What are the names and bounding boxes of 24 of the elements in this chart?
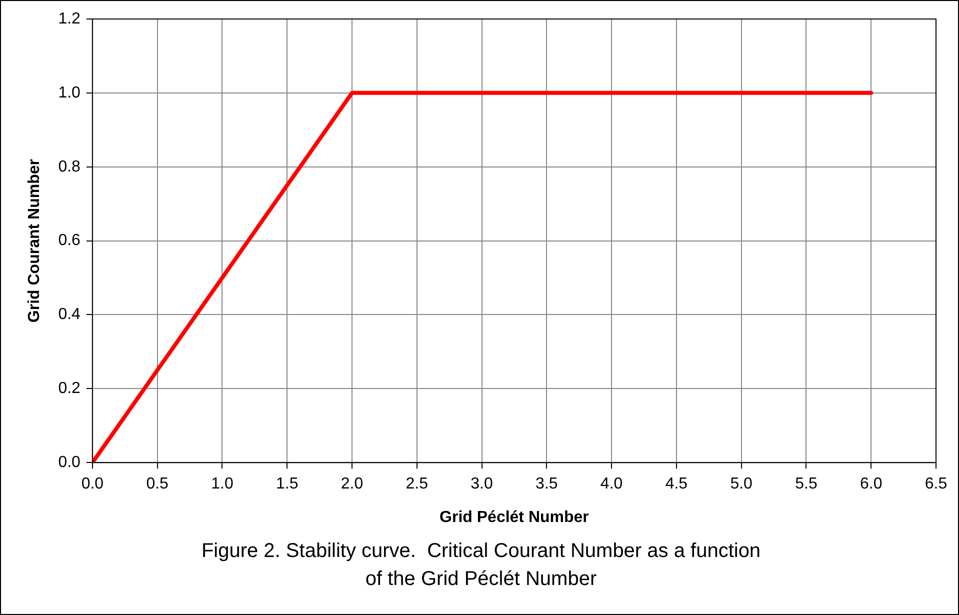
x-tick-label: 0.5: [146, 476, 169, 493]
x-tick-label: 1.0: [211, 476, 234, 493]
x-tick-label: 5.0: [730, 476, 753, 493]
y-tick-label: 0.6: [58, 232, 81, 250]
y-tick-label: 1.2: [58, 10, 81, 28]
x-tick-label: 4.0: [600, 476, 623, 493]
x-tick-label: 0.0: [81, 476, 104, 493]
x-tick-label: 2.5: [406, 476, 428, 493]
x-tick-label: 1.5: [276, 476, 298, 493]
y-axis-title: Grid Courant Number: [26, 159, 44, 323]
y-tick-label: 0.0: [58, 454, 81, 472]
x-tick-label: 3.0: [470, 476, 493, 493]
y-tick-label: 0.2: [58, 380, 81, 398]
y-tick-label: 0.4: [58, 306, 81, 324]
x-tick-label: 6.5: [924, 476, 948, 493]
y-tick-label: 1.0: [58, 84, 81, 102]
x-axis-title: Grid Péclét Number: [440, 508, 589, 526]
x-tick-label: 5.5: [795, 476, 818, 493]
x-tick-label: 3.5: [536, 476, 558, 493]
x-tick-label: 2.0: [340, 476, 364, 493]
caption: Figure 2. Stability curve. Critical Courant Number as a function of the Grid Péclét Number: [201, 539, 761, 592]
y-tick-label: 0.8: [58, 158, 81, 176]
x-tick-label: 4.5: [665, 476, 688, 493]
x-tick-label: 6.0: [860, 476, 882, 493]
